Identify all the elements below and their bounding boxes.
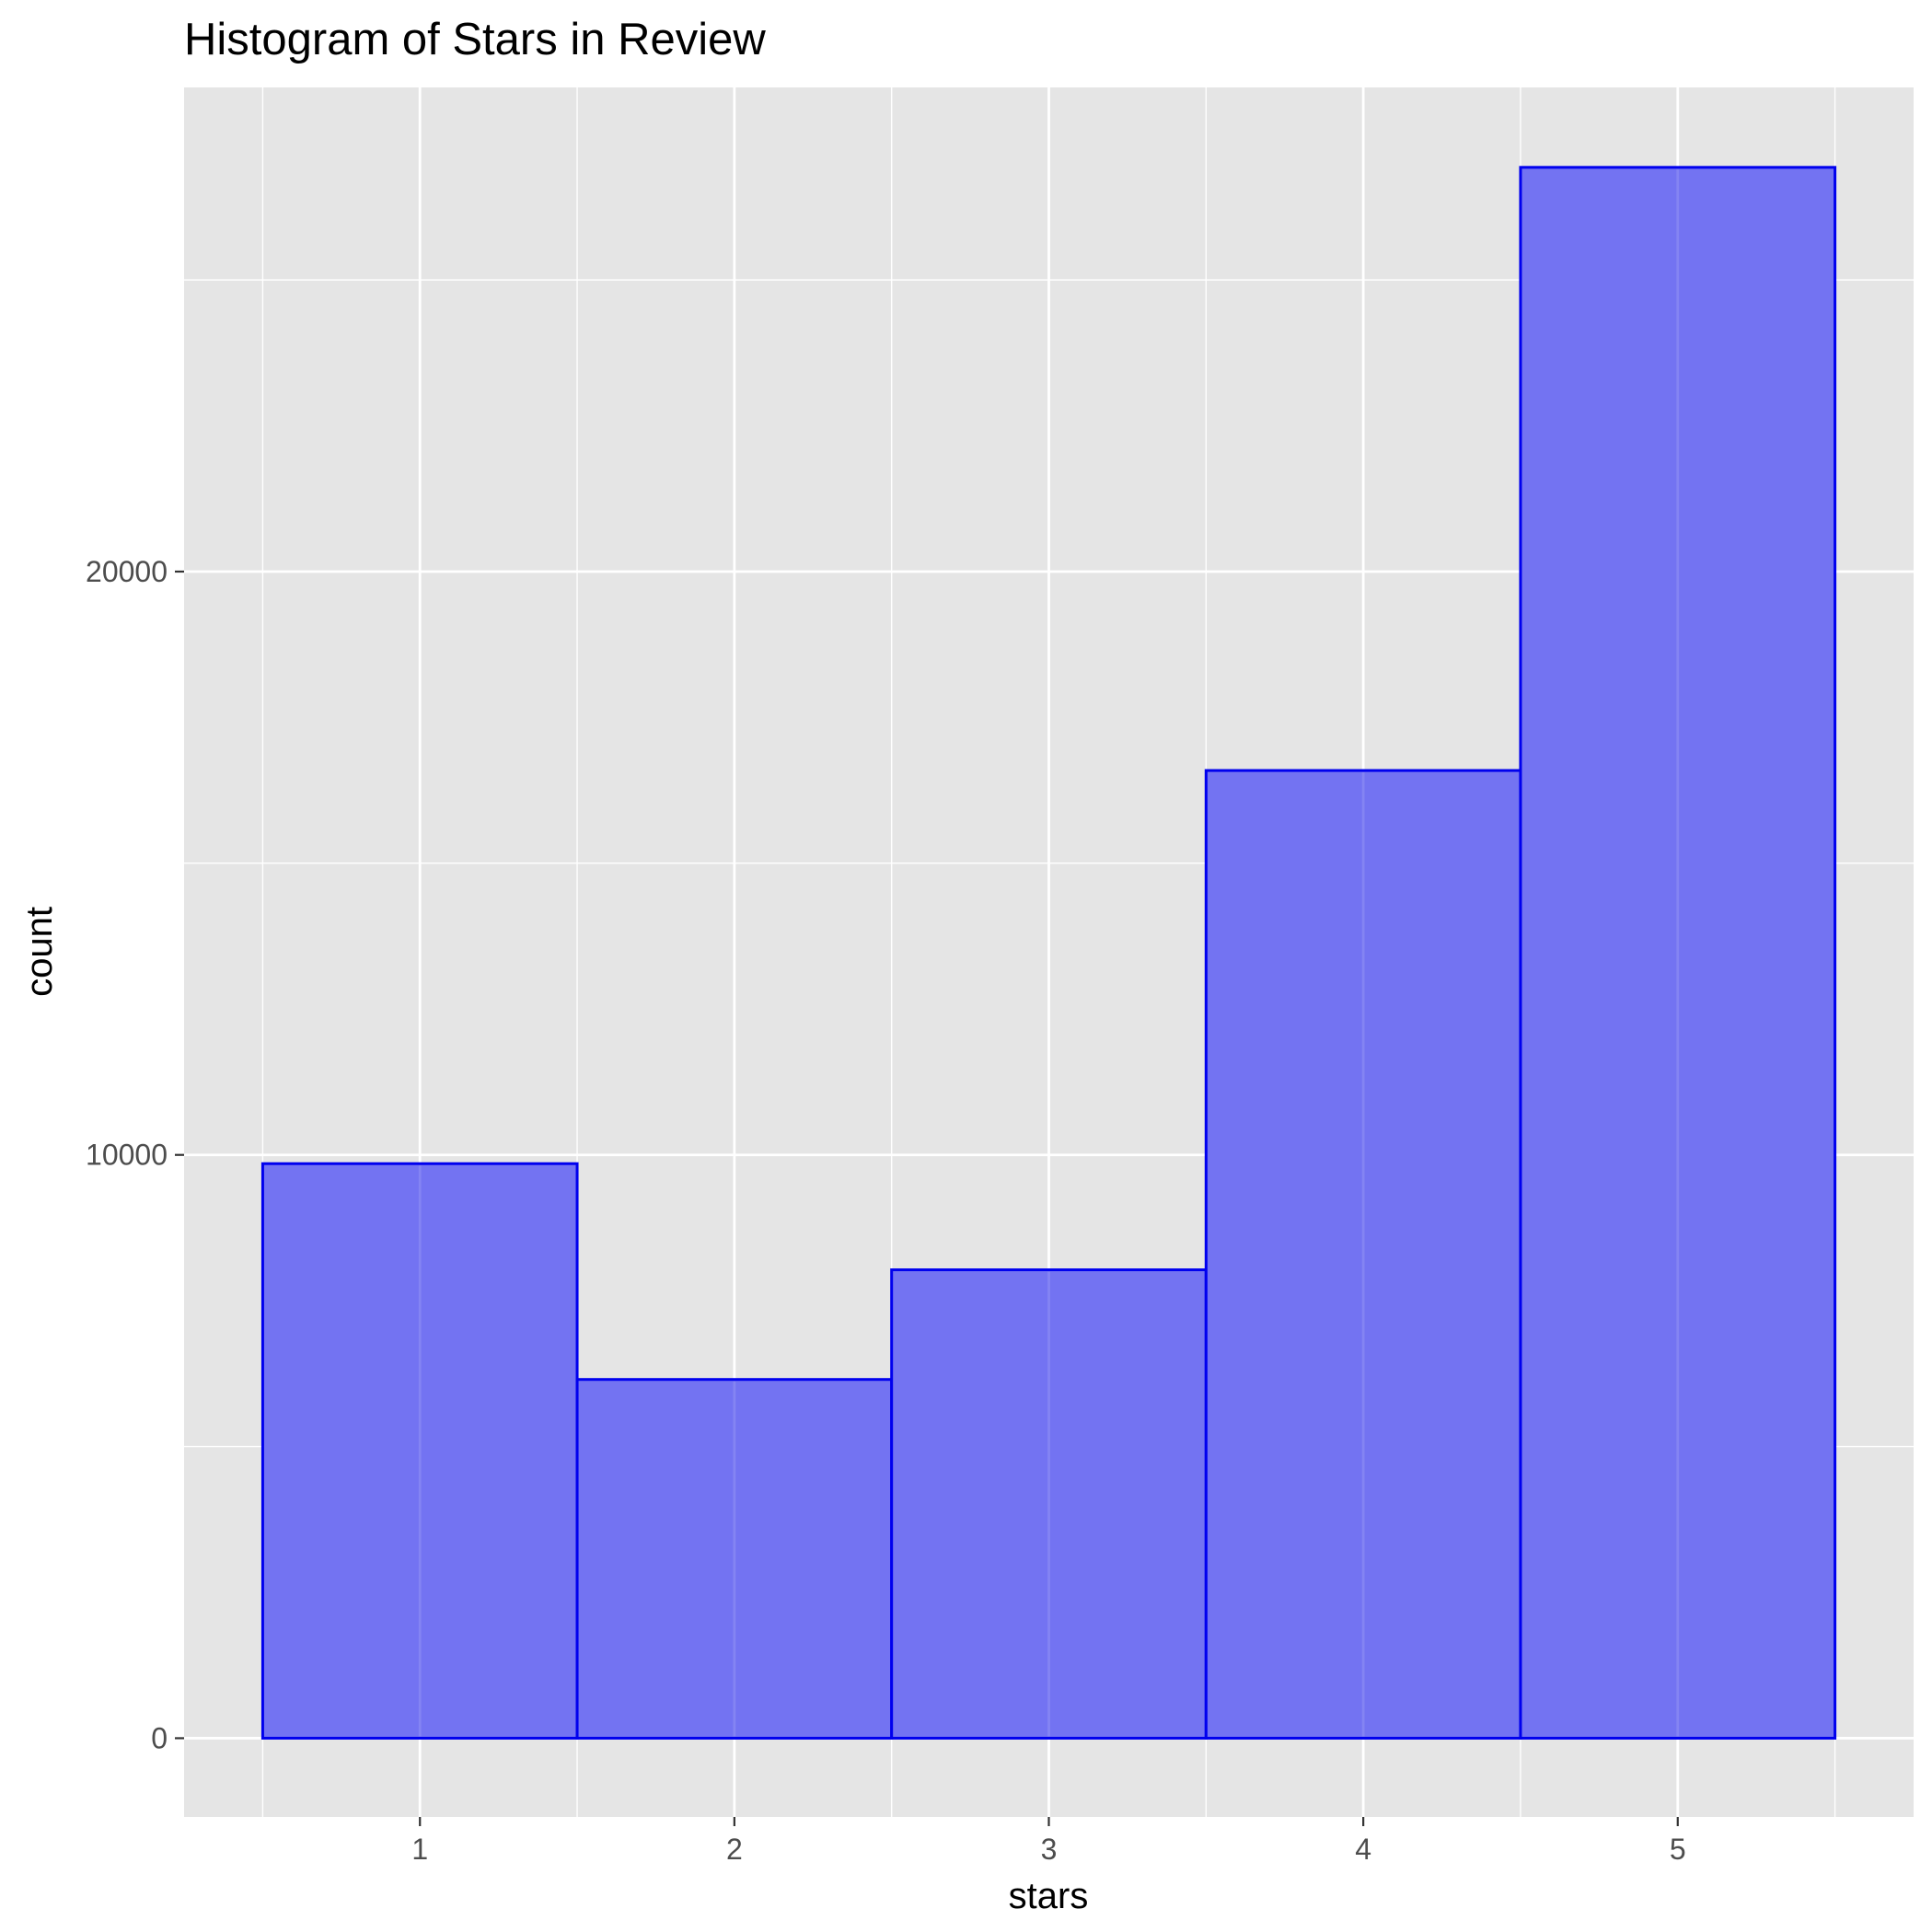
- x-tick-label: 4: [1355, 1833, 1371, 1866]
- y-tick-label: 20000: [86, 555, 168, 588]
- histogram-bar: [1204, 769, 1522, 1740]
- histogram-bar: [260, 1162, 579, 1740]
- histogram-bar: [890, 1268, 1208, 1740]
- x-tick-label: 5: [1670, 1833, 1686, 1866]
- histogram-bar: [575, 1378, 894, 1740]
- y-axis-title: count: [19, 907, 60, 997]
- x-tick-label: 1: [411, 1833, 428, 1866]
- axes: 1 2 3 4 5 0 10000 20000: [86, 555, 1686, 1866]
- chart-title: Histogram of Stars in Review: [184, 15, 766, 64]
- x-tick-label: 2: [726, 1833, 743, 1866]
- histogram-bar: [1519, 166, 1837, 1740]
- bars: [260, 166, 1837, 1740]
- y-tick-label: 10000: [86, 1139, 168, 1172]
- y-tick-label: 0: [151, 1721, 168, 1754]
- x-axis-title: stars: [1009, 1876, 1089, 1916]
- x-tick-label: 3: [1041, 1833, 1058, 1866]
